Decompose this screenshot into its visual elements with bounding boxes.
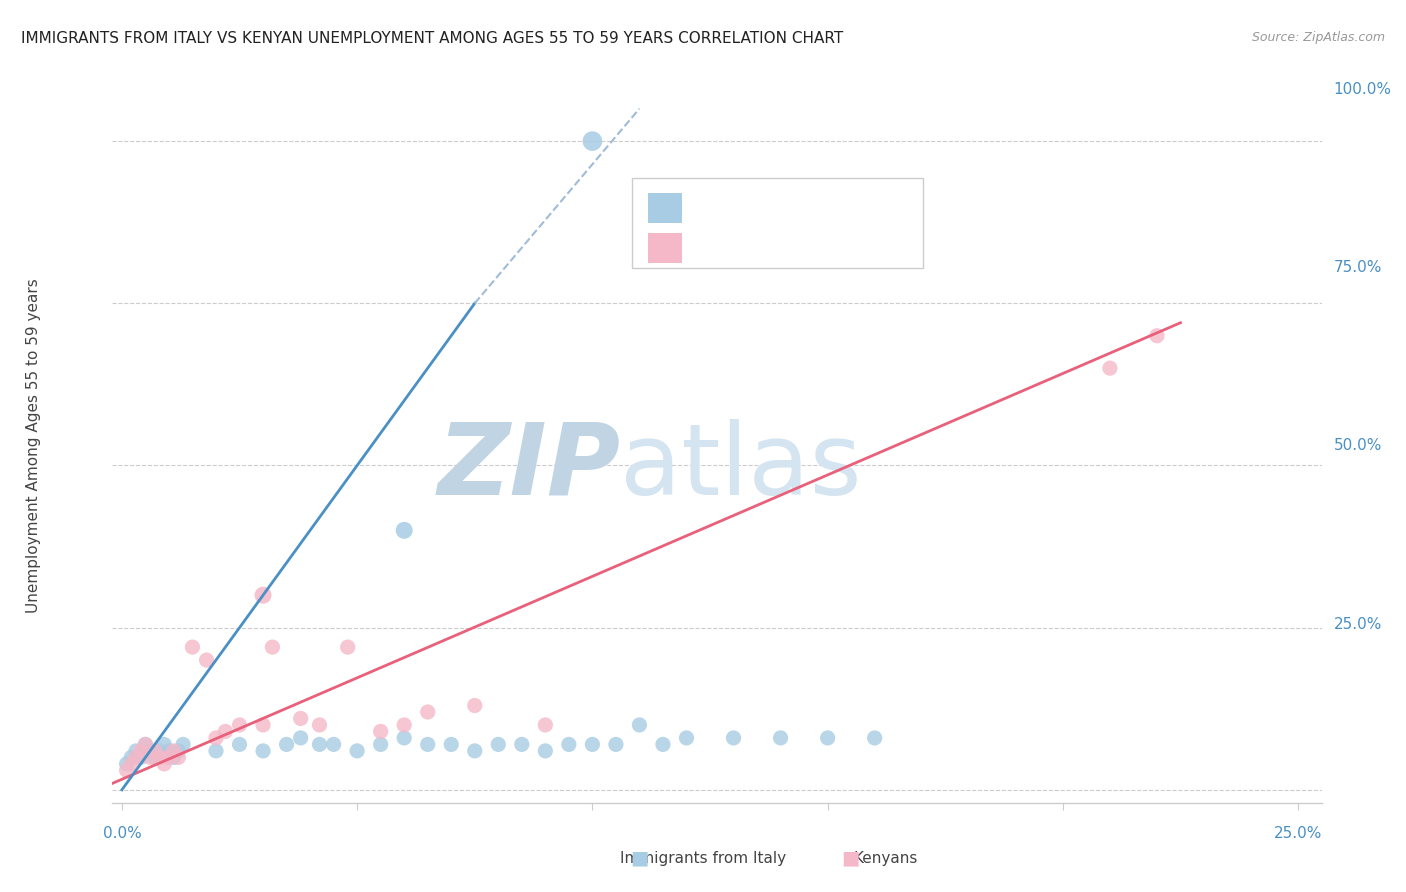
Point — [392, 731, 415, 745]
Text: 0.0%: 0.0% — [103, 825, 141, 840]
Text: IMMIGRANTS FROM ITALY VS KENYAN UNEMPLOYMENT AMONG AGES 55 TO 59 YEARS CORRELATI: IMMIGRANTS FROM ITALY VS KENYAN UNEMPLOY… — [21, 31, 844, 46]
Point — [129, 750, 152, 764]
Point — [129, 744, 152, 758]
Point — [134, 738, 156, 752]
Text: Immigrants from Italy: Immigrants from Italy — [620, 851, 786, 865]
Text: ■: ■ — [630, 848, 650, 868]
Point — [817, 731, 839, 745]
Point — [1098, 361, 1121, 376]
Point — [172, 738, 194, 752]
Text: 75.0%: 75.0% — [1334, 260, 1382, 275]
Point — [205, 744, 228, 758]
Point — [262, 640, 284, 654]
Point — [675, 731, 697, 745]
Text: 100.0%: 100.0% — [1334, 82, 1392, 96]
Text: atlas: atlas — [620, 419, 862, 516]
Text: R = 0.715: R = 0.715 — [724, 199, 815, 217]
Point — [228, 738, 250, 752]
Text: ZIP: ZIP — [437, 419, 620, 516]
Point — [464, 698, 486, 713]
Point — [139, 750, 162, 764]
Point — [157, 750, 180, 764]
Text: 25.0%: 25.0% — [1334, 617, 1382, 632]
Point — [486, 738, 509, 752]
Point — [143, 744, 166, 758]
Text: 25.0%: 25.0% — [1274, 825, 1322, 840]
Point — [464, 744, 486, 758]
Point — [290, 711, 312, 725]
Point — [143, 750, 166, 764]
Point — [416, 705, 439, 719]
Point — [290, 731, 312, 745]
Point — [534, 718, 557, 732]
Point — [148, 744, 170, 758]
Point — [534, 744, 557, 758]
Text: R = 0.926: R = 0.926 — [724, 239, 815, 257]
Point — [153, 738, 176, 752]
Point — [346, 744, 368, 758]
Point — [167, 744, 190, 758]
Point — [181, 640, 204, 654]
Point — [510, 738, 533, 752]
Point — [370, 738, 392, 752]
Point — [558, 738, 581, 752]
Point — [416, 738, 439, 752]
Point — [120, 750, 142, 764]
Point — [336, 640, 359, 654]
Point — [723, 731, 745, 745]
Point — [308, 718, 330, 732]
Text: N = 28: N = 28 — [814, 239, 876, 257]
Point — [769, 731, 792, 745]
Point — [252, 744, 274, 758]
Point — [115, 764, 138, 778]
Point — [205, 731, 228, 745]
Point — [163, 744, 186, 758]
Point — [581, 738, 603, 752]
Text: ■: ■ — [841, 848, 860, 868]
Text: N = 13: N = 13 — [814, 199, 876, 217]
Point — [628, 718, 651, 732]
Text: Kenyans: Kenyans — [853, 851, 918, 865]
Point — [863, 731, 886, 745]
Point — [308, 738, 330, 752]
Point — [581, 134, 603, 148]
Point — [148, 750, 170, 764]
Text: 50.0%: 50.0% — [1334, 439, 1382, 453]
Point — [163, 750, 186, 764]
Bar — [648, 233, 682, 262]
Point — [252, 588, 274, 602]
Point — [115, 756, 138, 771]
Point — [392, 524, 415, 538]
Point — [214, 724, 236, 739]
Bar — [648, 193, 682, 223]
FancyBboxPatch shape — [633, 178, 922, 268]
Point — [125, 750, 148, 764]
Point — [125, 744, 148, 758]
Point — [195, 653, 218, 667]
Point — [157, 744, 180, 758]
Point — [370, 724, 392, 739]
Point — [276, 738, 298, 752]
Point — [252, 718, 274, 732]
Point — [1146, 328, 1168, 343]
Point — [392, 718, 415, 732]
Point — [139, 744, 162, 758]
Point — [120, 756, 142, 771]
Point — [228, 718, 250, 732]
Point — [322, 738, 344, 752]
Point — [440, 738, 463, 752]
Point — [167, 750, 190, 764]
Point — [134, 738, 156, 752]
Point — [605, 738, 627, 752]
Text: Source: ZipAtlas.com: Source: ZipAtlas.com — [1251, 31, 1385, 45]
Point — [652, 738, 675, 752]
Point — [153, 756, 176, 771]
Text: Unemployment Among Ages 55 to 59 years: Unemployment Among Ages 55 to 59 years — [27, 278, 41, 614]
